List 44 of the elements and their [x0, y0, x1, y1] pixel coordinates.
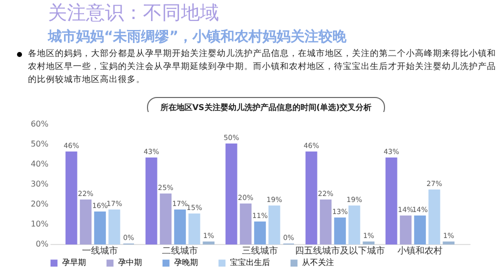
x-tick-label: 四五线城市及以下城市 [295, 246, 385, 256]
bar [226, 144, 238, 244]
x-tick-label: 小镇和农村 [398, 246, 442, 256]
text: 所在地区VS关注婴幼儿洗护产品信息的时间(单选)交叉分析 [147, 97, 385, 118]
bar [400, 216, 412, 244]
bar [254, 222, 266, 244]
bar [428, 190, 440, 244]
bar [306, 152, 318, 244]
bar [414, 216, 426, 244]
legend-label: 从不关注 [302, 258, 334, 268]
bar [442, 242, 454, 244]
bar [268, 206, 280, 244]
bar [146, 158, 158, 244]
y-tick-label: 40% [30, 160, 49, 168]
x-tick-label: 三线城市 [242, 246, 278, 256]
bar [174, 210, 186, 244]
y-tick-label: 20% [30, 200, 49, 208]
legend-label: 宝宝出生后 [230, 258, 270, 268]
bar [80, 200, 92, 244]
legend-label: 孕早期 [62, 258, 86, 268]
legend-label: 孕中期 [118, 258, 142, 268]
legend-label: 孕晚期 [174, 258, 198, 268]
chart-subtitle: 城市妈妈“未雨绸缪”，小镇和农村妈妈关注较晚 [48, 28, 346, 46]
bar [334, 218, 346, 244]
bar [160, 194, 172, 244]
bar [188, 214, 200, 244]
bar [66, 152, 78, 244]
bar [240, 204, 252, 244]
bar [362, 242, 374, 244]
x-tick-label: 一线城市 [82, 246, 118, 256]
x-tick-label: 二线城市 [162, 246, 198, 256]
bar [202, 242, 214, 244]
y-tick-label: 50% [30, 140, 49, 148]
bar [94, 212, 106, 244]
bar [348, 206, 360, 244]
y-tick-label: 10% [30, 220, 49, 228]
bar [320, 200, 332, 244]
text: 各地区的妈妈，大部分都是从孕早期开始关注婴幼儿洗护产品信息，在城市地区，关注的第二个小高峰期来得比小镇和农村地区早一些，宝妈的关注会从孕早期延续到孕中期。而小镇和农村地区，待宝宝出生后才开始关注婴幼儿洗护产品的比例较城市地区高出很多。 [14, 48, 498, 87]
y-tick-label: 0% [36, 240, 49, 248]
bar [386, 158, 398, 244]
chart-title: 关注意识：不同地域 [48, 1, 219, 26]
y-tick-label: 60% [30, 120, 49, 128]
bar [108, 210, 120, 244]
y-tick-label: 30% [30, 180, 49, 188]
